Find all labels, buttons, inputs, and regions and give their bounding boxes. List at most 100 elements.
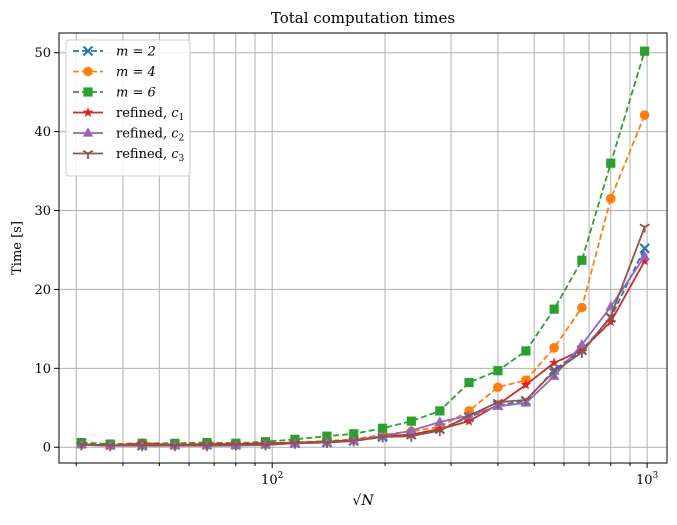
y-tick-label: 0 — [43, 441, 51, 456]
legend-label: m = 4 — [116, 65, 156, 80]
data-point — [639, 255, 650, 266]
marker-stroke — [76, 441, 82, 446]
legend-label: refined, c1 — [116, 106, 184, 123]
data-point — [434, 427, 446, 437]
series-layer — [76, 46, 650, 452]
data-point — [577, 302, 587, 313]
data-point — [639, 250, 650, 260]
data-point — [493, 366, 503, 376]
data-point — [377, 433, 388, 443]
data-point — [640, 46, 650, 56]
marker-stroke — [265, 441, 271, 446]
legend-item: refined, c3 — [73, 147, 185, 164]
marker-stroke — [463, 412, 470, 417]
data-point — [549, 304, 559, 314]
data-point — [230, 441, 242, 451]
marker-stroke — [289, 439, 296, 445]
marker-stroke — [410, 432, 417, 437]
legend-item: m = 4 — [73, 65, 156, 80]
data-point — [406, 416, 416, 426]
legend-label: refined, c3 — [116, 147, 185, 164]
marker-stroke — [605, 312, 612, 318]
data-point — [576, 349, 588, 359]
marker-stroke — [353, 437, 359, 442]
data-point — [406, 432, 417, 442]
x-tick-label: 102 — [261, 471, 283, 488]
marker-stroke — [497, 398, 504, 404]
data-point — [606, 158, 616, 168]
data-point — [82, 149, 94, 159]
marker-stroke — [553, 367, 560, 373]
marker-stroke — [581, 349, 588, 354]
marker-stroke — [520, 396, 527, 401]
marker-stroke — [525, 396, 532, 401]
data-point — [605, 312, 617, 322]
y-tick-label: 30 — [34, 204, 51, 219]
data-point — [322, 431, 332, 441]
marker-stroke — [82, 45, 94, 57]
legend-item: refined, c2 — [73, 127, 184, 144]
marker-stroke — [644, 223, 650, 228]
data-point — [83, 66, 93, 77]
data-point — [520, 396, 532, 406]
data-point — [83, 87, 93, 97]
data-point — [464, 377, 474, 388]
legend-item: refined, c1 — [73, 106, 184, 123]
marker-stroke — [136, 442, 143, 447]
data-point — [348, 437, 359, 447]
marker-stroke — [468, 412, 475, 417]
marker-stroke — [326, 438, 333, 444]
data-point — [463, 412, 475, 422]
data-point — [493, 382, 503, 393]
marker-stroke — [348, 437, 355, 442]
data-point — [82, 127, 94, 137]
marker-stroke — [81, 441, 87, 446]
marker-stroke — [406, 432, 412, 437]
marker-stroke — [109, 442, 116, 447]
marker-stroke — [434, 427, 441, 432]
x-tick-label: 103 — [636, 471, 659, 488]
data-point — [434, 416, 446, 426]
legend-item: m = 6 — [73, 86, 156, 101]
data-point — [605, 193, 616, 204]
series-line — [81, 226, 646, 447]
y-tick-label: 40 — [34, 125, 51, 140]
data-point — [639, 223, 650, 233]
data-point — [136, 442, 148, 452]
data-point — [549, 343, 559, 353]
marker-stroke — [201, 442, 208, 447]
marker-stroke — [87, 149, 94, 155]
data-point — [548, 367, 560, 377]
plot-frame — [58, 32, 668, 464]
data-point — [82, 45, 94, 57]
marker-stroke — [576, 349, 583, 354]
y-tick-label: 20 — [34, 283, 51, 298]
data-point — [492, 398, 504, 408]
data-point — [105, 442, 116, 452]
x-axis-label: √N — [352, 493, 374, 509]
legend: m = 2 m = 4 m = 6 refined, c1 refined, c2 ref… — [65, 39, 191, 177]
data-point — [576, 339, 588, 349]
data-point — [289, 439, 301, 449]
data-point — [76, 441, 87, 451]
legend-label: m = 2 — [116, 45, 156, 60]
legend-item: m = 2 — [73, 45, 156, 60]
legend-label: refined, c2 — [116, 127, 184, 144]
data-point — [377, 423, 388, 433]
marker-stroke — [492, 398, 499, 404]
data-point — [349, 429, 359, 439]
marker-stroke — [321, 438, 328, 444]
marker-stroke — [382, 433, 388, 438]
marker-stroke — [639, 243, 650, 254]
marker-stroke — [548, 367, 555, 373]
y-tick-label: 50 — [34, 46, 51, 61]
data-point — [639, 243, 650, 254]
data-point — [260, 441, 271, 451]
marker-stroke — [439, 427, 446, 432]
marker-stroke — [377, 433, 384, 438]
data-point — [577, 255, 587, 265]
marker-stroke — [610, 312, 617, 318]
series-6 — [76, 223, 650, 452]
y-tick-label: 10 — [34, 362, 51, 377]
